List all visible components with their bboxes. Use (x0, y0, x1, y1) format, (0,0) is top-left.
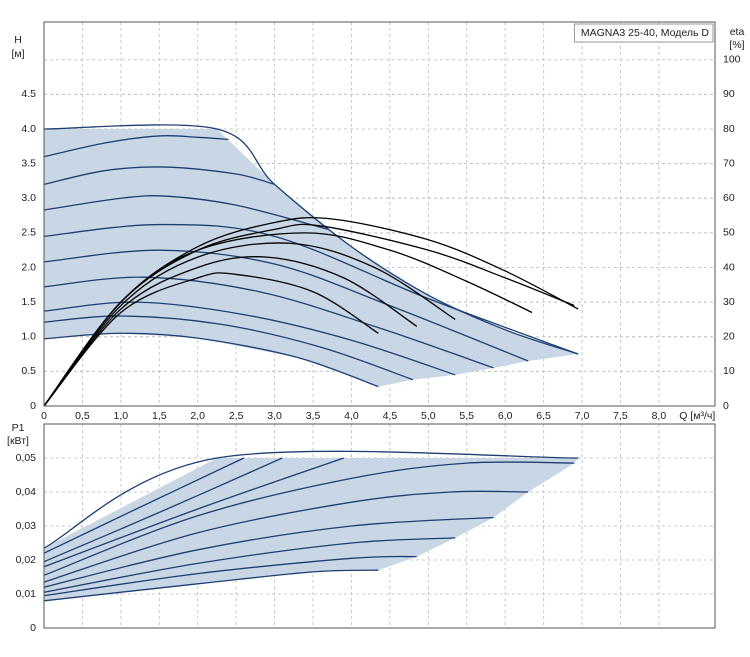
efficiency-curve (43, 242, 456, 407)
performance-curve (43, 516, 494, 588)
x-tick-label: 3,5 (306, 410, 321, 422)
x-tick-label: 4,0 (344, 410, 359, 422)
y-tick-label: 2.0 (21, 261, 36, 273)
x-axis-label: Q [м³/ч] (679, 410, 715, 422)
x-tick-label: 6,5 (536, 410, 551, 422)
x-tick-label: 5,5 (459, 410, 474, 422)
performance-curve (43, 450, 579, 549)
performance-curve (43, 490, 529, 583)
plot-frame (43, 423, 716, 629)
performance-curve (43, 135, 229, 158)
y-tick-label: 0 (30, 400, 36, 412)
performance-curve (43, 332, 379, 388)
y-tick-label: 0,01 (16, 588, 37, 600)
performance-curve (43, 315, 414, 381)
performance-curve (43, 276, 494, 369)
efficiency-curve (43, 256, 418, 407)
y-tick-label: 0,05 (16, 452, 37, 464)
x-tick-label: 4,5 (383, 410, 398, 422)
y2-tick-label: 70 (723, 157, 735, 169)
y-axis-unit: [кВт] (7, 435, 29, 447)
y2-tick-label: 10 (723, 365, 735, 377)
y2-tick-label: 60 (723, 192, 735, 204)
x-tick-label: 0 (41, 410, 47, 422)
operating-area (44, 458, 579, 601)
y-tick-label: 2.5 (21, 227, 36, 239)
x-tick-label: 7,0 (575, 410, 590, 422)
x-tick-label: 5,0 (421, 410, 436, 422)
y-tick-label: 3.5 (21, 157, 36, 169)
x-tick-label: 3,0 (267, 410, 282, 422)
y-tick-label: 1.5 (21, 296, 36, 308)
title-box (573, 23, 714, 43)
x-tick-label: 0,5 (75, 410, 90, 422)
y-axis-label: H (14, 34, 22, 46)
plot-frame (43, 21, 716, 407)
performance-curve (43, 457, 344, 568)
performance-curve (43, 301, 456, 376)
operating-area (44, 128, 579, 387)
performance-curve (43, 457, 283, 563)
y2-tick-label: 0 (723, 400, 729, 412)
y-tick-label: 4.0 (21, 123, 36, 135)
panel: 0 0,5 1,0 1,5 2,0 2,5 3,0 3,5 4,0 4,5 5,0 5,5 6,0 6,5… (11, 21, 745, 422)
x-tick-label: 1,5 (152, 410, 167, 422)
y2-tick-label: 30 (723, 296, 735, 308)
x-tick-label: 6,0 (498, 410, 513, 422)
performance-curve (43, 569, 379, 602)
x-tick-label: 8,0 (652, 410, 667, 422)
panel: 0 0,01 0,02 0,03 0,04 0,05 P1[кВт] (7, 422, 716, 634)
y2-tick-label: 50 (723, 227, 735, 239)
performance-curve (43, 124, 579, 355)
y2-tick-label: 90 (723, 88, 735, 100)
y2-tick-label: 20 (723, 331, 735, 343)
x-tick-label: 1,0 (114, 410, 129, 422)
y-tick-label: 3.0 (21, 192, 36, 204)
x-tick-label: 7,5 (613, 410, 628, 422)
performance-curve (43, 555, 417, 597)
y2-axis-unit: [%] (729, 39, 744, 51)
performance-curve (43, 166, 275, 186)
efficiency-curve (43, 272, 379, 407)
y-tick-label: 4.5 (21, 88, 36, 100)
efficiency-curve (43, 232, 533, 407)
y2-tick-label: 80 (723, 123, 735, 135)
performance-curve (43, 537, 456, 593)
y-tick-label: 0,02 (16, 554, 37, 566)
performance-curve (43, 249, 529, 362)
y-tick-label: 0 (30, 622, 36, 634)
y2-tick-label: 40 (723, 261, 735, 273)
y2-axis-label: eta (730, 26, 745, 38)
y-axis-unit: [м] (11, 48, 24, 60)
y-axis-label: P1 (12, 422, 25, 434)
x-tick-label: 2,5 (229, 410, 244, 422)
y-tick-label: 0.5 (21, 365, 36, 377)
performance-curve (43, 461, 575, 576)
performance-curve (43, 195, 329, 231)
y-tick-label: 0,03 (16, 520, 37, 532)
x-tick-label: 2,0 (190, 410, 205, 422)
performance-curve (43, 223, 579, 355)
y-tick-label: 1.0 (21, 331, 36, 343)
performance-curve (43, 457, 245, 554)
y2-tick-label: 100 (723, 54, 741, 66)
chart-title: MAGNA3 25-40, Модель D (581, 27, 710, 39)
y-tick-label: 0,04 (16, 486, 37, 498)
